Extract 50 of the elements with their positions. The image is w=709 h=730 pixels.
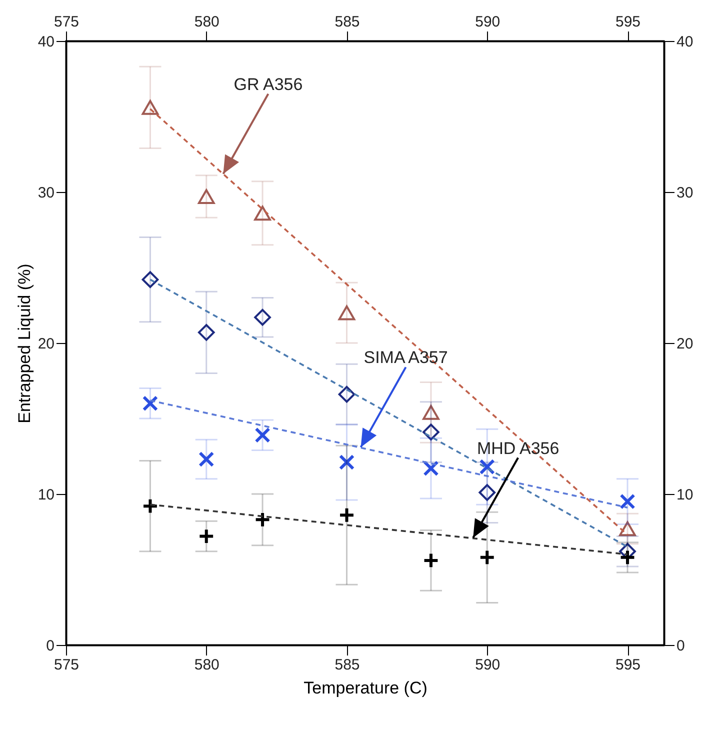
x2-tick-label: 575	[54, 14, 80, 30]
x-axis-title: Temperature (C)	[304, 678, 428, 698]
y-tick-label: 40	[38, 34, 54, 50]
x-tick-label: 575	[54, 656, 80, 674]
point	[142, 271, 159, 288]
point	[478, 549, 496, 566]
point	[254, 511, 271, 528]
point	[254, 308, 271, 326]
point	[338, 454, 355, 470]
point	[338, 386, 356, 403]
x2-tick-label: 580	[194, 14, 220, 30]
y-tick-label: 0	[46, 638, 54, 654]
point	[254, 206, 271, 221]
x2-tick-label: 595	[615, 14, 641, 30]
y2-tick-label: 0	[676, 638, 685, 654]
x-tick-label: 590	[475, 656, 500, 674]
point	[338, 506, 355, 524]
x2-tick-label: 585	[334, 14, 360, 30]
point	[422, 405, 440, 420]
y2-tick-label: 30	[676, 184, 694, 202]
y2-tick-label: 10	[676, 486, 694, 504]
x-tick-label: 580	[194, 656, 220, 674]
point	[198, 324, 215, 341]
point	[254, 427, 270, 443]
point	[338, 305, 356, 320]
point	[422, 552, 440, 569]
point	[619, 521, 636, 536]
point	[198, 528, 215, 544]
point	[620, 494, 636, 510]
point	[478, 484, 496, 501]
point	[142, 498, 158, 514]
point	[423, 460, 439, 476]
y-axis-title: Entrapped Liquid (%)	[14, 264, 34, 424]
point	[142, 100, 159, 115]
annotation: MHD A356	[476, 438, 560, 458]
y-tick-label: 20	[38, 336, 54, 352]
point	[198, 451, 214, 468]
y-tick-label: 10	[38, 486, 54, 504]
annotation: GR A356	[234, 74, 303, 94]
y2-tick-label: 20	[676, 336, 694, 352]
point	[619, 549, 636, 566]
x2-tick-label: 590	[475, 14, 500, 30]
point	[198, 189, 215, 204]
x-tick-label: 585	[334, 656, 360, 674]
x-tick-label: 595	[615, 656, 641, 674]
point	[422, 424, 440, 441]
point	[142, 396, 158, 412]
y2-tick-label: 40	[676, 34, 694, 50]
annotation: SIMA A357	[364, 348, 448, 368]
y-tick-label: 30	[38, 184, 54, 202]
